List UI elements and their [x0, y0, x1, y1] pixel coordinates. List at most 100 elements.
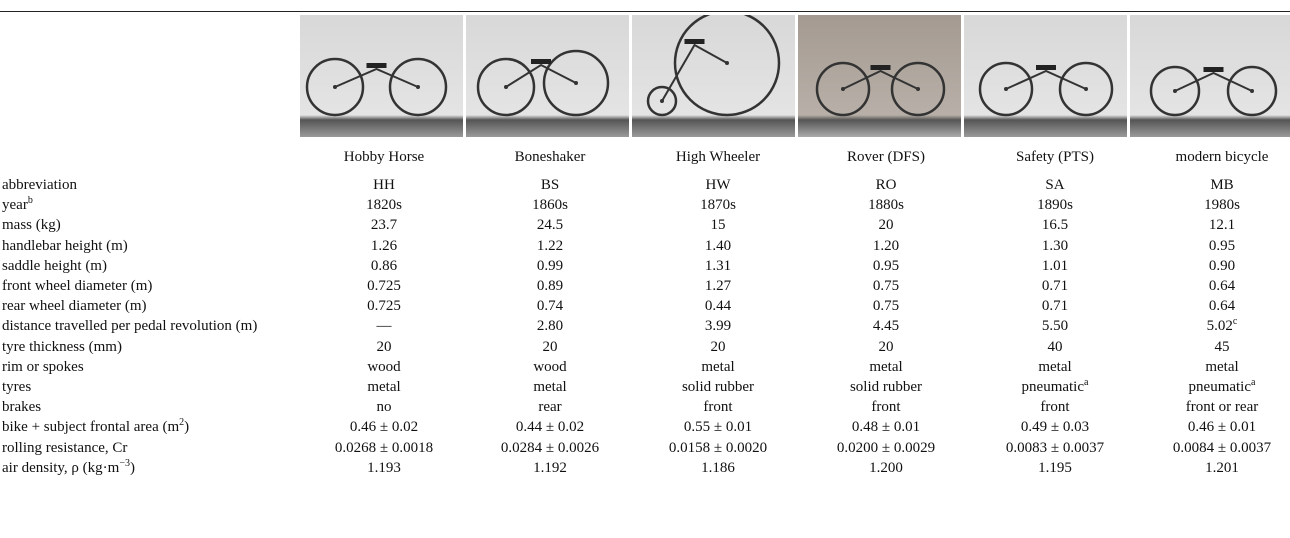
photo-detail — [505, 63, 577, 88]
row-label: bike + subject frontal area (m2) — [2, 418, 189, 436]
cell: 0.74 — [536, 298, 564, 315]
photo-detail — [842, 69, 919, 90]
cell: 0.46 ± 0.02 — [349, 419, 419, 436]
cell: HH — [373, 177, 395, 193]
cell: 1.186 — [701, 459, 735, 476]
cell: metal — [869, 358, 903, 375]
column-header: High Wheeler — [675, 149, 761, 165]
cell: 0.64 — [1208, 278, 1236, 294]
cell: 15 — [710, 217, 726, 234]
cell: front — [871, 399, 901, 416]
cell: 40 — [1047, 338, 1063, 355]
cell: 16.5 — [1041, 217, 1069, 234]
photo-detail — [300, 15, 463, 137]
row-label: abbreviation — [2, 177, 77, 193]
photo-detail — [673, 15, 781, 117]
cell: metal — [1205, 358, 1239, 375]
cell: 0.0158 ± 0.0020 — [668, 439, 768, 456]
column-header: modern bicycle — [1175, 149, 1269, 165]
top-rule — [0, 11, 1290, 12]
photo-detail — [542, 49, 610, 117]
cell: 12.1 — [1208, 217, 1236, 234]
cell: 0.725 — [367, 278, 401, 294]
cell: front or rear — [1185, 399, 1259, 416]
cell: 5.50 — [1041, 318, 1069, 335]
cell: MB — [1210, 177, 1234, 193]
cell: 0.95 — [872, 257, 900, 274]
photo-detail — [334, 67, 419, 88]
cell: 0.64 — [1208, 298, 1236, 315]
photo-detail — [870, 65, 891, 70]
cell: 0.86 — [370, 257, 398, 274]
cell: 45 — [1214, 338, 1230, 355]
cell: 0.0084 ± 0.0037 — [1172, 439, 1272, 456]
cell: 0.71 — [1041, 278, 1069, 294]
cell: 1.22 — [536, 237, 564, 254]
text-part: ) — [184, 419, 190, 436]
row-label: tyres — [2, 379, 32, 395]
superscript: c — [1232, 316, 1238, 328]
superscript: −3 — [119, 457, 130, 469]
cell: 0.725 — [367, 298, 401, 315]
cell: metal — [701, 358, 735, 375]
cell: 0.49 ± 0.03 — [1020, 419, 1090, 436]
cell: front — [1040, 399, 1070, 416]
cell: 1.193 — [367, 459, 401, 476]
cell: 0.0268 ± 0.0018 — [334, 439, 434, 456]
cell: 4.45 — [872, 318, 900, 335]
column-header: Rover (DFS) — [847, 149, 925, 165]
cell: metal — [533, 379, 567, 395]
cell: — — [376, 318, 392, 335]
photo-detail — [1005, 69, 1087, 90]
cell: 20 — [878, 217, 894, 234]
cell: 1.26 — [370, 237, 398, 254]
cell: 0.99 — [536, 257, 564, 274]
row-label: distance travelled per pedal revolution … — [2, 318, 258, 335]
cell: RO — [875, 177, 897, 193]
cell: 0.90 — [1208, 257, 1236, 274]
photo-detail — [1130, 15, 1290, 137]
cell: 0.0083 ± 0.0037 — [1005, 439, 1105, 456]
cell: BS — [540, 177, 560, 193]
cell: 20 — [710, 338, 726, 355]
cell: 1.195 — [1038, 459, 1072, 476]
cell: 0.95 — [1208, 237, 1236, 254]
cell: 0.0284 ± 0.0026 — [500, 439, 600, 456]
photo-detail — [815, 61, 871, 117]
photo-detail — [1203, 67, 1224, 72]
cell: HW — [705, 177, 731, 193]
photo-detail — [1036, 65, 1056, 70]
photo-detail — [978, 61, 1034, 117]
cell: 20 — [376, 338, 392, 355]
cell: solid rubber — [681, 379, 755, 395]
cell: 0.55 ± 0.01 — [683, 419, 753, 436]
column-header: Boneshaker — [514, 149, 586, 165]
cell: rear — [538, 399, 562, 416]
cell: 20 — [878, 338, 894, 355]
cell: 1.30 — [1041, 237, 1069, 254]
cell: metal — [1038, 358, 1072, 375]
bicycle-photos — [300, 15, 1290, 137]
cell: pneumatica — [1022, 378, 1089, 396]
photo-detail — [632, 15, 795, 137]
photo-detail — [366, 63, 387, 68]
cell: 0.44 ± 0.02 — [515, 419, 585, 436]
row-label: saddle height (m) — [2, 257, 107, 274]
cell: 1.200 — [869, 459, 903, 476]
cell: 1.27 — [704, 278, 732, 294]
text-part: ) — [129, 459, 135, 476]
superscript: a — [1251, 377, 1256, 388]
cell: 1.40 — [704, 237, 732, 254]
cell: metal — [367, 379, 401, 395]
row-label: rear wheel diameter (m) — [2, 298, 147, 315]
text-part: pneumatic — [1021, 379, 1085, 395]
photo-detail — [684, 39, 705, 44]
photo-detail — [305, 57, 365, 117]
text-part: pneumatic — [1188, 379, 1252, 395]
text-part: year — [2, 197, 28, 214]
cell: 24.5 — [536, 217, 564, 234]
row-label: handlebar height (m) — [2, 237, 128, 254]
cell: solid rubber — [849, 379, 923, 395]
superscript: a — [1084, 377, 1089, 388]
